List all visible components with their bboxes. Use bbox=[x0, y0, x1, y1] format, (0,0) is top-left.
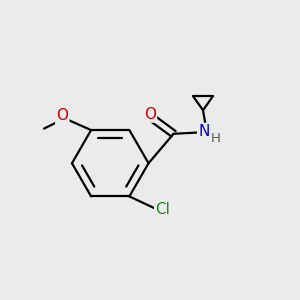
Text: O: O bbox=[144, 106, 156, 122]
Text: H: H bbox=[211, 132, 220, 145]
Text: Cl: Cl bbox=[155, 202, 170, 217]
Text: O: O bbox=[56, 109, 68, 124]
Text: N: N bbox=[198, 124, 210, 139]
